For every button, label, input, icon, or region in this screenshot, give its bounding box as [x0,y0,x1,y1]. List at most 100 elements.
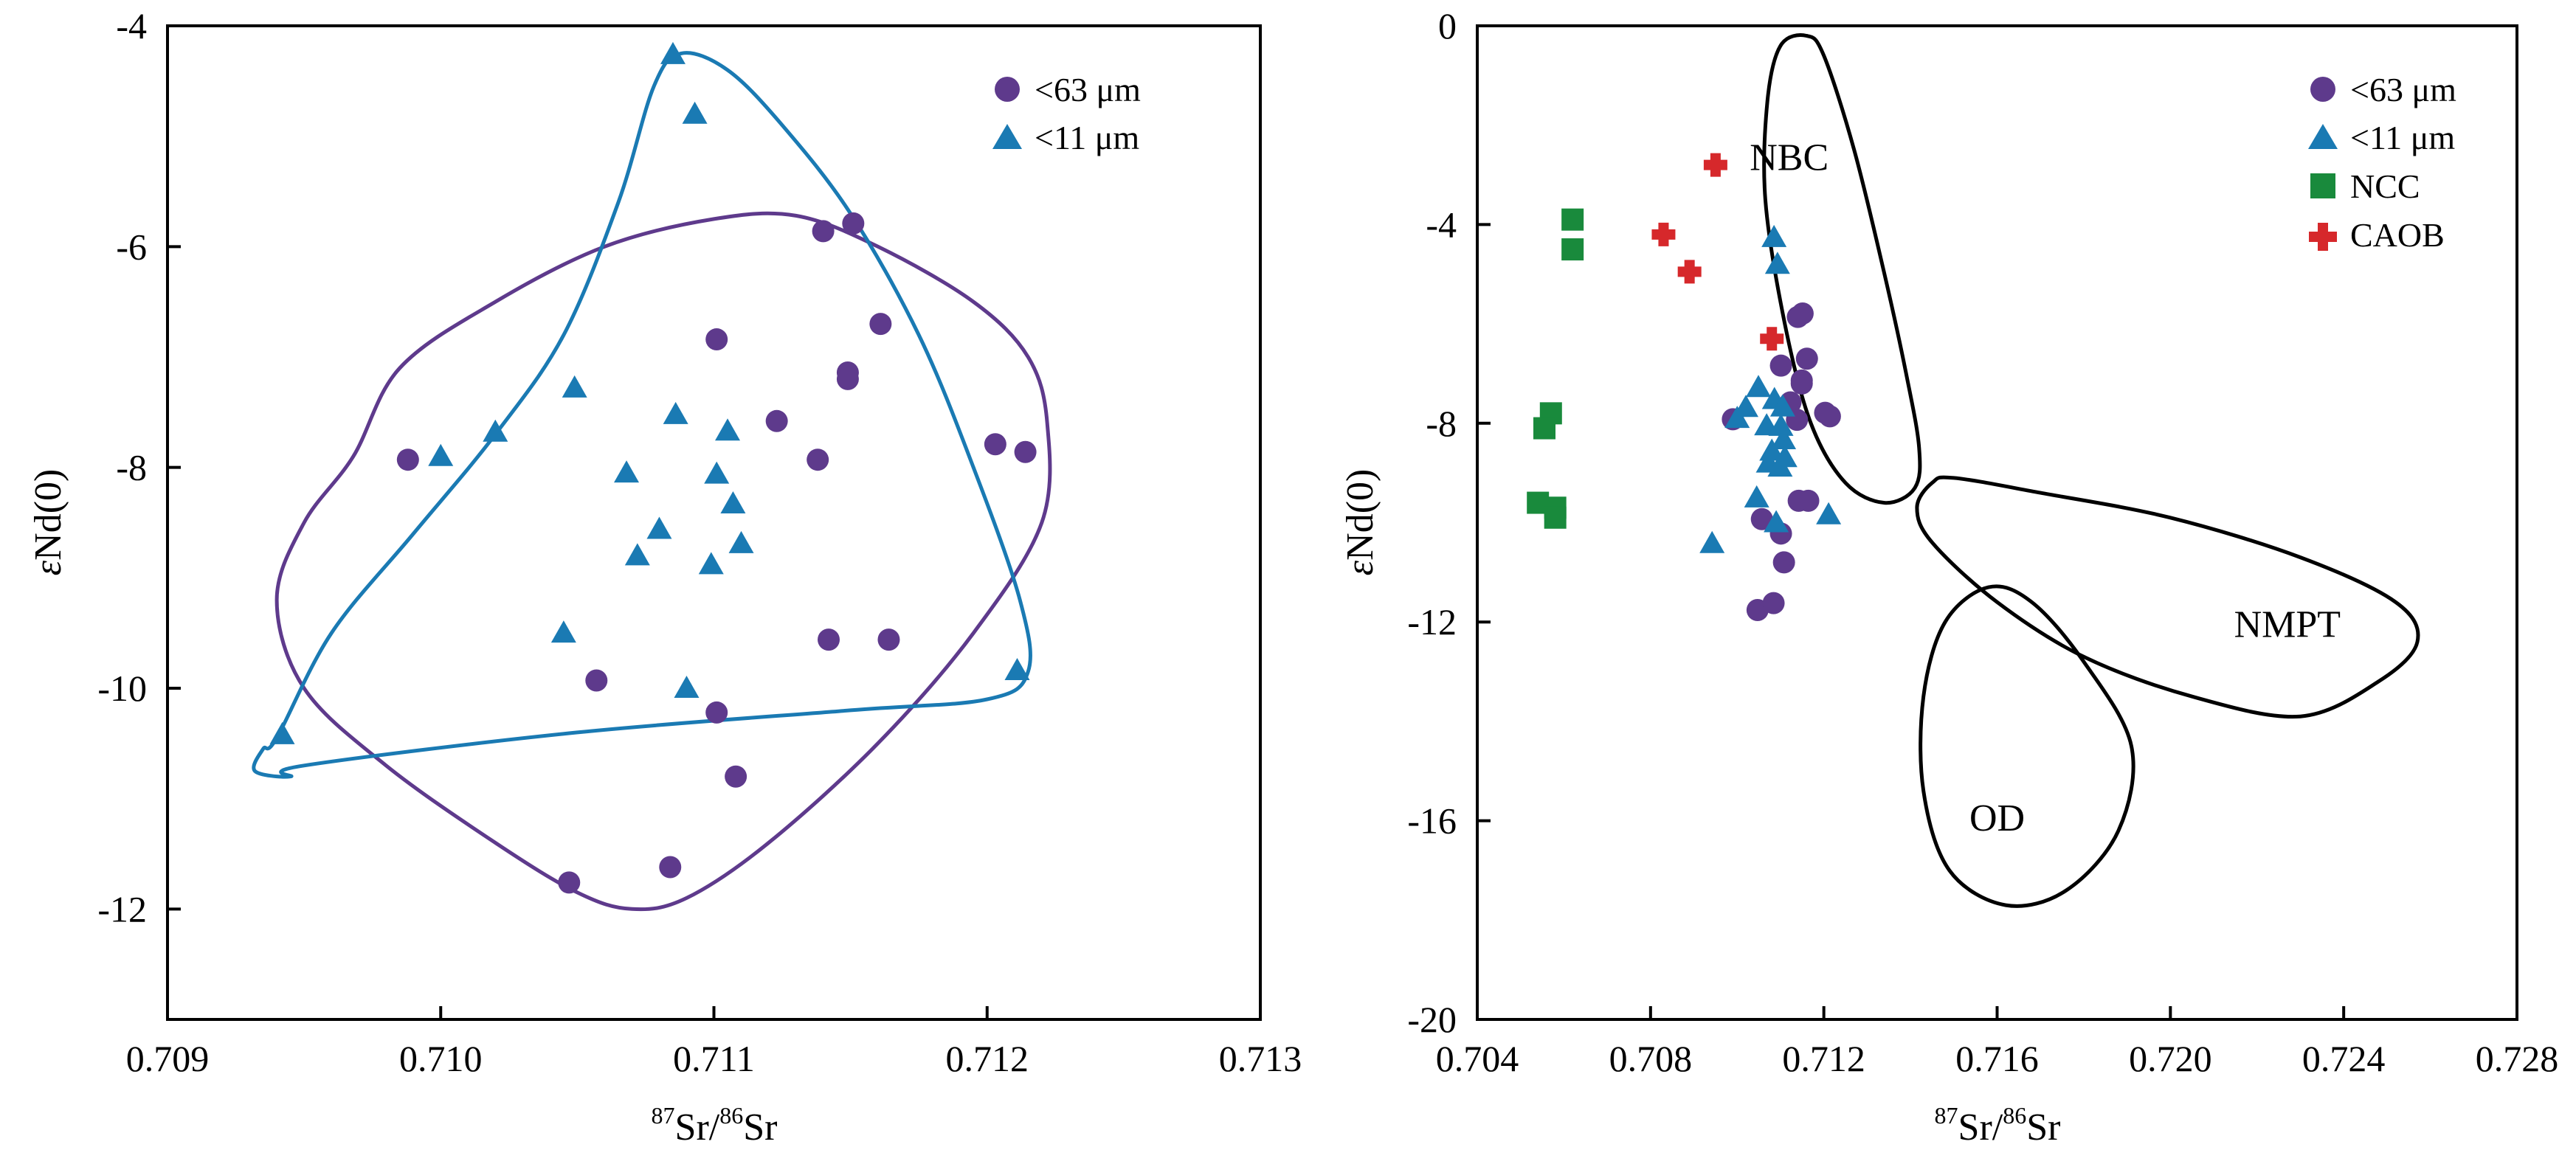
left-x-axis-label: 87Sr/86Sr [652,1102,778,1149]
data-point-circle [765,409,788,432]
x-tick-label: 0.724 [2302,1038,2386,1079]
x-tick-label: 0.713 [1219,1038,1302,1079]
x-tick-label: 0.712 [1782,1038,1865,1079]
data-point-triangle [646,516,672,539]
right-points [1527,153,1842,622]
data-point-triangle [715,418,741,441]
legend-label: CAOB [2350,216,2445,254]
data-point-cross [1703,153,1727,177]
data-point-cross [1677,260,1702,284]
y-tick-label: -6 [116,226,147,267]
legend-marker-triangle [992,124,1022,149]
right-panel: NBC NMPT OD 0.704 0.708 0.712 0.716 0.720 0.724… [1339,5,2558,1149]
legend-label: NCC [2350,167,2420,205]
envelope-curve [252,51,1032,779]
data-point-circle [1014,440,1037,463]
data-point-triangle [1771,427,1797,450]
data-point-triangle [1764,510,1789,533]
data-point-circle [1791,302,1814,325]
xlabel-sup: 86 [2003,1102,2026,1129]
data-point-triangle [550,620,576,643]
legend-label: <11 μm [1035,119,1139,156]
left-panel: 0.709 0.710 0.711 0.712 0.713 -4 -6 -8 -10 -12 <6… [27,5,1302,1149]
data-point-circle [558,871,581,894]
y-tick-label: -8 [1426,403,1457,444]
data-point-circle [836,367,859,390]
y-tick-label: -20 [1407,999,1457,1040]
y-tick-label: -8 [116,447,147,488]
xlabel-text: Sr/ [675,1106,720,1149]
legend-label: <11 μm [2350,119,2455,156]
data-point-square [1561,238,1584,261]
data-point-circle [1769,354,1792,377]
data-point-circle [877,628,900,651]
data-point-triangle [720,491,746,514]
data-point-cross [1760,327,1784,351]
data-point-triangle [663,401,688,424]
data-point-triangle [428,443,454,466]
data-point-square [1544,506,1567,529]
x-tick-label: 0.704 [1436,1038,1519,1079]
legend-marker-circle [995,77,1020,102]
legend-label: <63 μm [2350,71,2456,108]
data-point-circle [725,765,747,788]
right-y-axis-label: εNd(0) [1339,469,1381,576]
right-ticks: 0.704 0.708 0.712 0.716 0.720 0.724 0.728 0 -4 -8… [1407,5,2558,1079]
left-envelopes [252,51,1052,912]
data-point-triangle [1004,658,1030,681]
data-point-triangle [1761,224,1787,247]
x-tick-label: 0.708 [1609,1038,1693,1079]
data-point-circle [585,669,608,692]
data-point-circle [812,220,835,243]
data-point-triangle [562,375,587,398]
xlabel-sup: 87 [1935,1102,1958,1129]
data-point-triangle [1733,395,1758,418]
data-point-triangle [1759,438,1785,461]
ylabel-epsilon: ε [1339,560,1381,575]
data-point-circle [818,628,840,651]
data-point-triangle [1772,445,1798,468]
data-point-triangle [1764,252,1790,274]
data-point-triangle [728,530,754,553]
data-point-circle [984,433,1006,456]
left-legend: <63 μm <11 μm [992,71,1141,156]
y-tick-label: -16 [1407,800,1457,842]
right-regions: NBC NMPT OD [1750,33,2420,908]
x-tick-label: 0.716 [1955,1038,2039,1079]
data-point-triangle [1768,413,1794,436]
x-tick-label: 0.709 [126,1038,210,1079]
data-point-triangle [1744,485,1769,508]
region-nbc-outline [1762,33,1922,505]
xlabel-sup: 87 [652,1102,675,1129]
data-point-circle [1790,372,1813,395]
ylabel-text: Nd(0) [1339,469,1381,561]
right-legend: <63 μm <11 μm NCC CAOB [2308,71,2456,254]
data-point-circle [1762,592,1785,614]
data-point-triangle [1769,394,1795,417]
x-tick-label: 0.711 [673,1038,755,1079]
region-label: NBC [1750,136,1829,179]
data-point-circle [1795,347,1818,370]
xlabel-text: Sr [743,1106,777,1149]
data-point-circle [1772,551,1795,574]
left-y-axis-label: εNd(0) [27,469,69,576]
legend-marker-circle [2310,77,2335,102]
data-point-circle [659,856,682,879]
xlabel-text: Sr [2026,1106,2060,1149]
x-tick-label: 0.710 [399,1038,483,1079]
data-point-circle [1797,489,1820,512]
data-point-triangle [698,552,724,575]
data-point-circle [869,313,892,336]
left-points [269,41,1037,894]
left-ticks: 0.709 0.710 0.711 0.712 0.713 -4 -6 -8 -10 -12 [97,5,1302,1079]
y-tick-label: -10 [97,668,147,709]
y-tick-label: -12 [1407,601,1457,642]
data-point-triangle [704,461,730,484]
data-point-triangle [660,41,686,64]
data-point-circle [705,328,728,351]
data-point-triangle [682,101,708,124]
data-point-triangle [614,460,640,483]
legend-label: <63 μm [1035,71,1141,108]
data-point-triangle [1699,530,1725,553]
